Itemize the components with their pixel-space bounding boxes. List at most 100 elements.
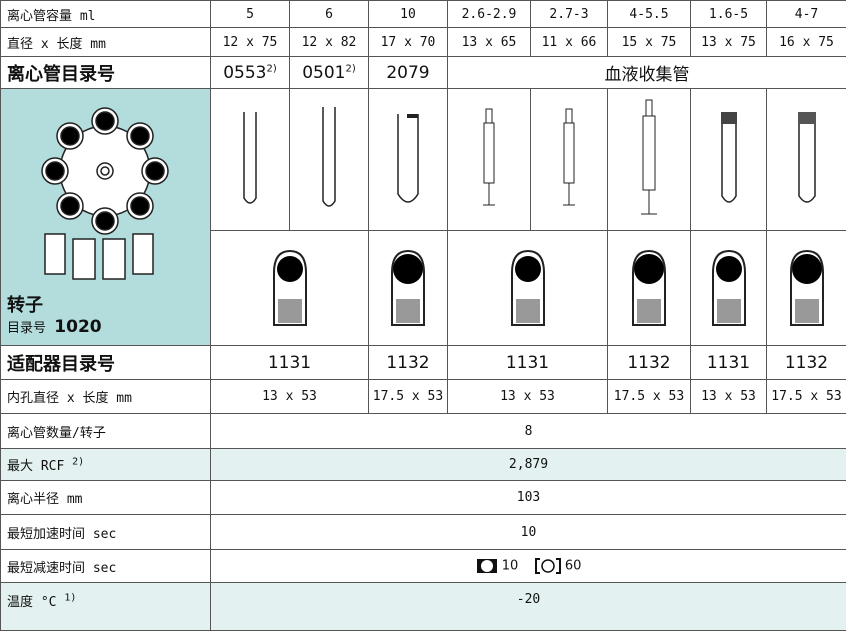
cell: 10 60: [211, 550, 846, 583]
note: 2): [267, 63, 277, 74]
cell: 1131: [448, 346, 608, 380]
cell: 血液收集管: [448, 57, 846, 89]
label-text: 最大 RCF: [7, 459, 64, 474]
note: 2): [346, 63, 356, 74]
cell: 2079: [369, 57, 448, 89]
cell: 12 x 82: [290, 28, 369, 57]
cell: -20: [211, 583, 846, 631]
label: 温度 °C 1): [1, 583, 211, 631]
adapter-image: [691, 231, 767, 346]
tube-image: [369, 89, 448, 231]
rotor-label: 转子: [7, 291, 102, 317]
catalog: 0553: [223, 63, 266, 83]
cell: 5: [211, 1, 290, 28]
tube-image: [211, 89, 290, 231]
cell: 15 x 75: [608, 28, 691, 57]
row: 最短加速时间 sec 10: [1, 515, 846, 550]
cell: 103: [211, 481, 846, 515]
rotor-text: 转子 目录号 1020: [7, 291, 102, 337]
tube-image: [691, 89, 767, 231]
cell: 10: [211, 515, 846, 550]
cell: 13 x 53: [691, 380, 767, 414]
catalog: 2079: [386, 63, 429, 83]
tube: [795, 110, 819, 210]
adapter: [506, 243, 550, 333]
adapter: [785, 243, 829, 333]
note: 2): [72, 457, 84, 468]
row: 温度 °C 1) -20: [1, 583, 846, 631]
rotor-cell: 转子 目录号 1020: [1, 89, 211, 346]
cell: 4-7: [767, 1, 846, 28]
catalog: 0501: [302, 63, 345, 83]
row: 离心管容量 ml 5 6 10 2.6-2.9 2.7-3 4-5.5 1.6-…: [1, 1, 846, 28]
row: 离心管目录号 05532) 05012) 2079 血液收集管: [1, 57, 846, 89]
label: 离心管容量 ml: [1, 1, 211, 28]
row: 适配器目录号 1131 1132 1131 1132 1131 1132: [1, 346, 846, 380]
adapter: [386, 243, 430, 333]
catalog-label: 目录号: [7, 321, 46, 336]
tube-image: [767, 89, 846, 231]
adapter-image: [608, 231, 691, 346]
tube: [395, 112, 421, 208]
label: 离心半径 mm: [1, 481, 211, 515]
label: 最大 RCF 2): [1, 449, 211, 481]
cell: 1131: [211, 346, 369, 380]
decel-value: 10: [502, 559, 519, 574]
label: 离心管数量/转子: [1, 414, 211, 449]
cell: 13 x 53: [448, 380, 608, 414]
catalog-number: 1020: [54, 317, 101, 337]
row: 直径 x 长度 mm 12 x 75 12 x 82 17 x 70 13 x …: [1, 28, 846, 57]
tube: [479, 105, 499, 215]
cell: 10: [369, 1, 448, 28]
tube: [637, 98, 661, 222]
cell: 1132: [608, 346, 691, 380]
adapter: [268, 243, 312, 333]
cell: 4-5.5: [608, 1, 691, 28]
cell: 17.5 x 53: [608, 380, 691, 414]
cell: 16 x 75: [767, 28, 846, 57]
label: 适配器目录号: [1, 346, 211, 380]
cell: 8: [211, 414, 846, 449]
cell: 2,879: [211, 449, 846, 481]
row: 离心半径 mm 103: [1, 481, 846, 515]
tube: [718, 110, 740, 210]
tube: [240, 110, 260, 210]
cell: 13 x 75: [691, 28, 767, 57]
tube: [559, 105, 579, 215]
cell: 1131: [691, 346, 767, 380]
cell: 2.7-3: [531, 1, 608, 28]
row: 转子 目录号 1020: [1, 89, 846, 231]
cell: 1.6-5: [691, 1, 767, 28]
cell: 1132: [767, 346, 846, 380]
cell: 13 x 53: [211, 380, 369, 414]
label: 直径 x 长度 mm: [1, 28, 211, 57]
label: 离心管目录号: [1, 57, 211, 89]
adapter-image: [211, 231, 369, 346]
row: 内孔直径 x 长度 mm 13 x 53 17.5 x 53 13 x 53 1…: [1, 380, 846, 414]
cell: 6: [290, 1, 369, 28]
label: 最短加速时间 sec: [1, 515, 211, 550]
cell: 11 x 66: [531, 28, 608, 57]
cell: 1132: [369, 346, 448, 380]
row: 最大 RCF 2) 2,879: [1, 449, 846, 481]
adapter-image: [767, 231, 846, 346]
adapter-image: [448, 231, 608, 346]
brake-icon: [535, 558, 561, 574]
cell: 17 x 70: [369, 28, 448, 57]
cell: 17.5 x 53: [369, 380, 448, 414]
label-text: 温度 °C: [7, 595, 56, 610]
adapter: [627, 243, 671, 333]
tube-image: [448, 89, 531, 231]
rotor-image: [5, 99, 205, 289]
cell: 05532): [211, 57, 290, 89]
cell: 2.6-2.9: [448, 1, 531, 28]
brake-icon: [476, 558, 498, 574]
note: 1): [64, 593, 76, 604]
adapter-image: [369, 231, 448, 346]
cell: 13 x 65: [448, 28, 531, 57]
label: 最短减速时间 sec: [1, 550, 211, 583]
cell: 05012): [290, 57, 369, 89]
decel-value: 60: [565, 559, 582, 574]
tube-image: [608, 89, 691, 231]
